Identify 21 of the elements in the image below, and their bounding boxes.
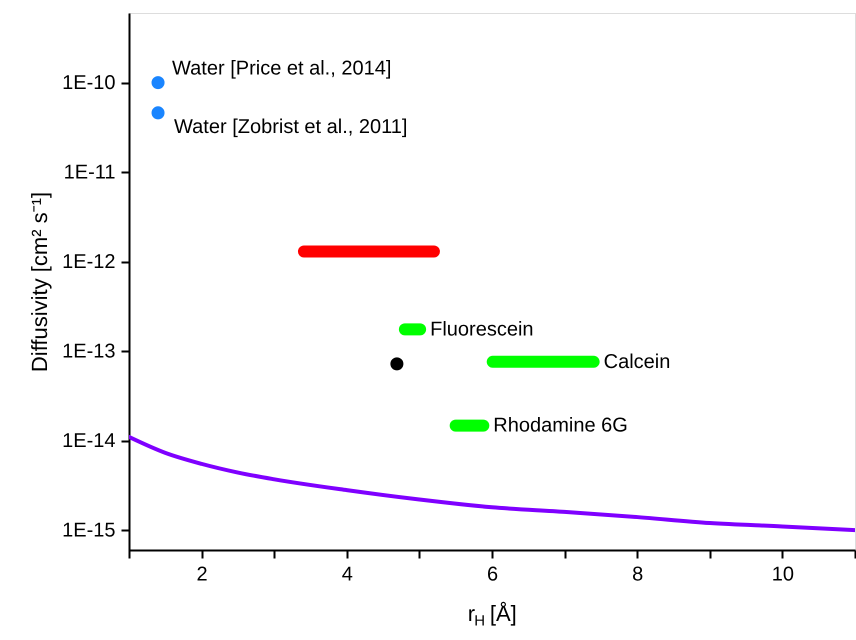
x-tick-label: 2 xyxy=(196,564,208,586)
y-tick-label: 1E-12 xyxy=(62,251,116,274)
series-label: Fluorescein xyxy=(430,318,534,340)
point xyxy=(152,76,165,90)
x-tick-label: 10 xyxy=(772,564,794,586)
series-label: Calcein xyxy=(604,350,670,373)
x-tick-label: 8 xyxy=(632,564,644,586)
y-tick-label: 1E-14 xyxy=(62,430,116,452)
y-axis-title: Diffusivity [cm² s⁻¹] xyxy=(27,192,52,372)
line-series xyxy=(129,434,855,532)
y-tick-label: 1E-13 xyxy=(62,340,116,363)
series-label: Water [Price et al., 2014] xyxy=(172,58,392,80)
x-tick-label: 6 xyxy=(486,564,498,586)
series-label: Rhodamine 6G xyxy=(493,414,628,437)
y-tick-label: 1E-10 xyxy=(62,72,116,94)
y-tick-label: 1E-15 xyxy=(62,520,116,542)
series-label: Water [Zobrist et al., 2011] xyxy=(174,116,408,138)
point xyxy=(152,106,165,120)
x-tick-label: 4 xyxy=(342,564,353,586)
point xyxy=(390,357,404,370)
y-tick-label: 1E-11 xyxy=(64,162,116,184)
